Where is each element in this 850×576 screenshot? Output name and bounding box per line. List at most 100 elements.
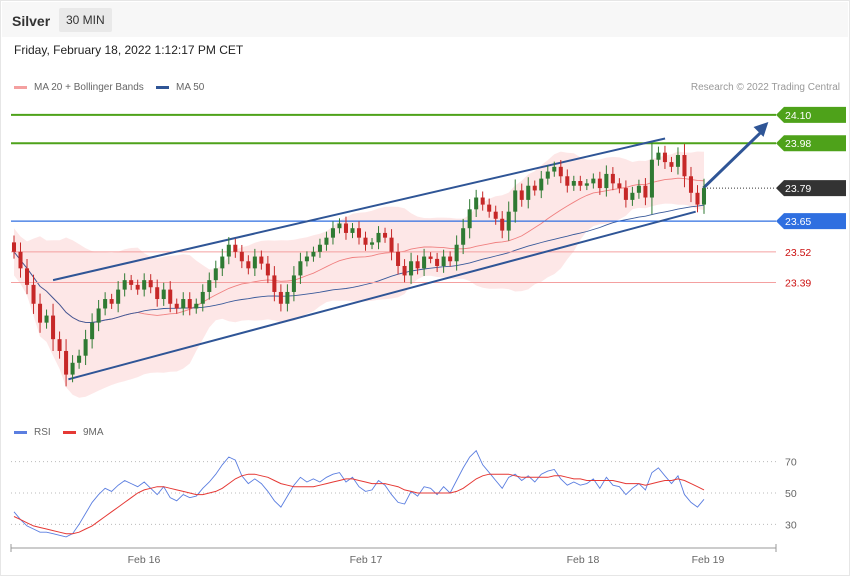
rsi-line [13,449,705,538]
candle [513,179,518,223]
candle-body [474,197,479,210]
candle [51,303,56,351]
candle [31,274,36,314]
candle-body [135,284,140,290]
candle [122,273,127,297]
candle [168,281,173,313]
candle-body [526,185,531,200]
candle [116,281,121,313]
candle-body [317,244,322,252]
candle [304,251,309,267]
datetime-label: Friday, February 18, 2022 1:12:17 PM CET [14,43,244,57]
candle [370,238,375,250]
rsi-level-label-50: 50 [785,488,797,500]
candle [161,282,166,306]
candle [630,186,635,206]
candle [493,205,498,225]
level-label-24.10: 24.10 [785,110,811,122]
candle-body [51,315,56,340]
candle-body [213,268,218,281]
candle [200,284,205,312]
candle-body [695,192,700,205]
candle [389,229,394,261]
candle [649,142,654,215]
candlesticks [11,142,707,387]
candle [337,218,342,234]
legend-rsi: RSI [14,427,51,438]
candle [129,274,134,291]
candle [402,259,407,283]
moving-averages [13,177,705,323]
legend-ma20: MA 20 + Bollinger Bands [14,82,144,93]
channel-lower-line [68,210,696,381]
candle-body [64,350,69,375]
level-tag-23.98 [776,135,846,152]
candle [591,173,596,189]
candle [597,171,602,195]
candle [278,284,283,312]
legend-rsi-ma: 9MA [63,427,104,438]
candle [317,238,322,258]
candle [441,249,446,273]
candle [57,331,62,359]
candle [226,237,231,265]
x-tick-label: Feb 18 [567,554,600,566]
candle-body [122,280,127,290]
candle [376,226,381,250]
candle-body [552,166,557,172]
candle-body [396,251,401,266]
candle-body [409,261,414,276]
candle [18,242,23,278]
candle-body [682,155,687,177]
candle [252,248,257,277]
candle [220,248,225,277]
candle [474,189,479,217]
candle [682,144,687,188]
candle-body [415,261,420,269]
candle [526,177,531,209]
candle [96,299,101,332]
timeframe-badge[interactable]: 30 MIN [59,8,112,32]
candle-body [25,268,30,285]
candle [330,221,335,245]
candle [448,251,453,267]
trend-channel [52,121,769,381]
candle [148,274,153,294]
candle [90,313,95,349]
candle [77,349,82,369]
candle [70,355,75,383]
legend-ma50-label: MA 50 [176,82,205,93]
candle-body [31,284,36,304]
candle-body [77,355,82,363]
candle [135,279,140,295]
candle [363,231,368,251]
candle [701,178,707,214]
candle-body [311,251,316,257]
candle [428,252,433,264]
candle [623,180,628,208]
candle [545,165,550,185]
candle-body [233,244,238,252]
candle [519,183,524,207]
candle-body [337,223,342,229]
x-tick-label: Feb 17 [350,554,383,566]
candle-body [343,223,348,233]
candle-body [389,237,394,252]
candle-body [532,185,537,191]
ma50-line [13,204,705,323]
candle-body [187,299,192,309]
candle-body [623,188,628,200]
candle-body [428,256,433,259]
candle-body [304,256,309,262]
candle [415,255,420,275]
candle [291,266,296,302]
candle-body [513,190,518,212]
candle-body [96,308,101,323]
candle-body [487,204,492,212]
rsi-panel: 70 50 30 [11,449,797,538]
legend-ma20-label: MA 20 + Bollinger Bands [34,82,144,93]
level-label-23.39: 23.39 [785,278,811,290]
credit-label: Research © 2022 Trading Central [690,82,840,93]
candle [558,159,563,184]
candle [500,211,505,239]
